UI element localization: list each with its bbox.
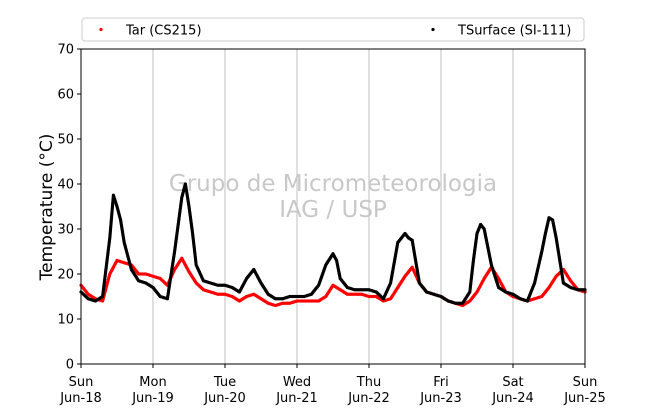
y-tick-label-2: 20	[57, 268, 74, 283]
vertical-grid	[152, 49, 514, 364]
legend-label-tar: Tar (CS215)	[125, 24, 202, 39]
y-tick-label-3: 30	[57, 223, 74, 238]
x-tick-day-0: Sun	[69, 375, 94, 390]
y-axis: 0 10 20 30 40 50 60 70	[57, 43, 81, 373]
x-tick-date-1: Jun-19	[131, 391, 174, 406]
x-tick-date-7: Jun-25	[563, 391, 606, 406]
series-0	[79, 256, 587, 308]
x-tick-date-2: Jun-20	[203, 391, 246, 406]
x-tick-day-6: Sat	[502, 375, 523, 390]
legend-box	[81, 17, 585, 42]
data-series	[79, 182, 587, 308]
legend-label-tsurface: TSurface (SI-111)	[457, 24, 571, 39]
y-tick-label-0: 0	[66, 358, 74, 373]
y-tick-label-5: 50	[57, 133, 74, 148]
legend-marker-tar	[99, 27, 103, 32]
y-tick-label-6: 60	[57, 88, 74, 103]
x-tick-day-1: Mon	[139, 375, 166, 390]
legend: Tar (CS215) TSurface (SI-111)	[81, 17, 585, 42]
x-axis: SunJun-18MonJun-19TueJun-20WedJun-21ThuJ…	[59, 364, 606, 406]
y-axis-label: Temperature (°C)	[37, 134, 57, 282]
x-tick-day-3: Wed	[283, 375, 311, 390]
watermark: Grupo de Micrometeorologia IAG / USP	[169, 171, 497, 223]
legend-marker-tsurface	[431, 27, 435, 32]
series-1	[79, 182, 587, 305]
y-tick-label-1: 10	[57, 313, 74, 328]
watermark-line-2: IAG / USP	[279, 197, 387, 223]
x-tick-day-7: Sun	[573, 375, 598, 390]
plot-frame	[80, 48, 586, 365]
x-tick-date-0: Jun-18	[59, 391, 102, 406]
watermark-line-1: Grupo de Micrometeorologia	[169, 171, 497, 197]
x-tick-date-4: Jun-22	[347, 391, 390, 406]
x-tick-day-5: Fri	[433, 375, 449, 390]
x-tick-date-3: Jun-21	[275, 391, 318, 406]
y-tick-label-4: 40	[57, 178, 74, 193]
x-tick-day-4: Thu	[356, 375, 381, 390]
x-tick-date-6: Jun-24	[491, 391, 534, 406]
x-tick-day-2: Tue	[213, 375, 236, 390]
y-tick-label-7: 70	[57, 43, 74, 58]
x-tick-date-5: Jun-23	[419, 391, 462, 406]
